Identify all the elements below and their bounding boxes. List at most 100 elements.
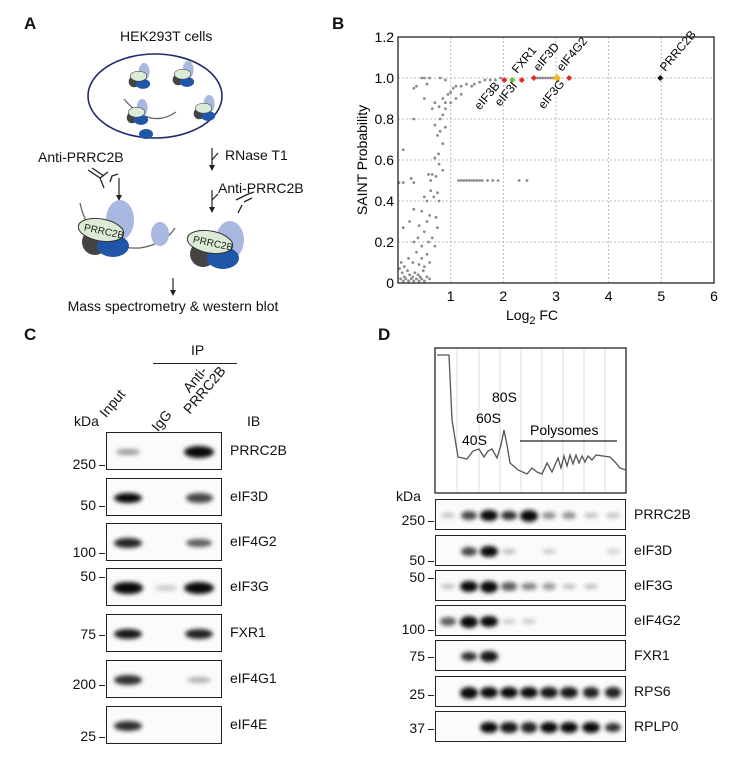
highlighted-point-eif3g (566, 75, 573, 81)
band (115, 448, 141, 456)
scatter-point (536, 76, 539, 80)
scatter-point (425, 275, 429, 279)
band (540, 687, 558, 698)
scatter-point (478, 179, 482, 182)
peak-label-60s: 60S (476, 410, 501, 426)
peak-label-40s: 40S (462, 432, 487, 448)
scatter-point (538, 76, 542, 80)
scatter-point (401, 181, 405, 184)
band (560, 687, 578, 698)
kda-marker-tick (428, 729, 434, 731)
scatter-point (444, 107, 447, 111)
scatter-point (451, 86, 455, 90)
scatter-point (409, 177, 413, 180)
scatter-point (425, 252, 429, 256)
scatter-point (433, 123, 437, 127)
kda-marker: 250 (401, 512, 425, 528)
peak-label-80s: 80S (492, 389, 517, 405)
scatter-point (472, 82, 476, 86)
antibody-icon (235, 191, 255, 214)
scatter-point (483, 78, 487, 82)
scatter-point (438, 117, 442, 121)
band (480, 580, 498, 593)
x-tick-label: 2 (499, 288, 507, 304)
kda-marker: 75 (409, 648, 425, 664)
kda-marker: 50 (80, 568, 96, 584)
scatter-point (402, 275, 406, 279)
scatter-point (437, 152, 440, 156)
antibody-icon (87, 167, 119, 189)
scatter-point (425, 220, 429, 223)
kda-marker: 75 (80, 626, 96, 642)
scatter-point (434, 175, 438, 178)
kda-marker-tick (99, 685, 105, 687)
profile-frame (434, 347, 627, 494)
panel-b-letter: B (332, 14, 345, 33)
blot-prrc2b (435, 499, 626, 530)
scatter-point (412, 240, 416, 244)
band (460, 546, 478, 557)
peak-label-polysomes: Polysomes (530, 422, 598, 438)
scatter-point (436, 191, 439, 195)
kda-marker-tick (428, 695, 434, 697)
y-tick-label: 0.4 (375, 193, 395, 209)
scatter-point (430, 172, 434, 176)
scatter-point (422, 279, 426, 283)
scatter-point (428, 261, 431, 264)
band (184, 446, 214, 458)
band (541, 511, 557, 520)
blot-label-prrc2b: PRRC2B (634, 505, 691, 522)
band (541, 583, 557, 590)
scatter-point (438, 76, 442, 80)
blot-prrc2b (106, 432, 222, 470)
scatter-point (420, 76, 424, 80)
scatter-point (420, 257, 424, 260)
kda-marker-tick (428, 578, 434, 580)
scatter-point (422, 76, 426, 80)
scatter-point (412, 86, 416, 90)
kda-marker-tick (99, 506, 105, 508)
band (184, 582, 214, 594)
scatter-point (412, 181, 416, 184)
scatter-point (428, 277, 431, 281)
scatter-point (406, 269, 409, 273)
scatter-point (408, 220, 411, 223)
kda-marker-tick (99, 577, 105, 579)
scatter-point (422, 195, 426, 199)
scatter-point (407, 279, 410, 283)
band (542, 548, 556, 555)
band (521, 582, 537, 591)
band (460, 686, 478, 699)
band (560, 722, 578, 733)
blot-rps6 (435, 676, 626, 707)
kda-marker: 25 (80, 728, 96, 744)
scatter-point (459, 84, 463, 88)
scatter-point (478, 80, 482, 84)
scatter-point (415, 277, 418, 281)
band (582, 722, 600, 733)
kda-marker: 25 (409, 686, 425, 702)
blot-label-eif4g2: eIF4G2 (230, 533, 277, 549)
scatter-point (420, 244, 424, 248)
scatter-point (441, 142, 445, 146)
scatter-point (427, 240, 430, 244)
band (440, 617, 456, 626)
scatter-point (465, 82, 468, 86)
band (606, 512, 620, 519)
plot-frame (397, 36, 715, 284)
scatter-point (428, 213, 431, 217)
scatter-point (401, 279, 405, 283)
blot-eif4g2 (106, 523, 222, 561)
rnase-label: RNase T1 (225, 147, 288, 163)
band (604, 687, 622, 698)
scatter-point (413, 271, 417, 275)
blot-eif3g (435, 570, 626, 601)
scatter-point (444, 78, 447, 82)
band (584, 583, 598, 590)
scatter-point (444, 125, 447, 129)
scatter-point (488, 78, 492, 82)
kda-marker-tick (428, 630, 434, 632)
scatter-point (416, 273, 420, 277)
band (185, 493, 213, 503)
